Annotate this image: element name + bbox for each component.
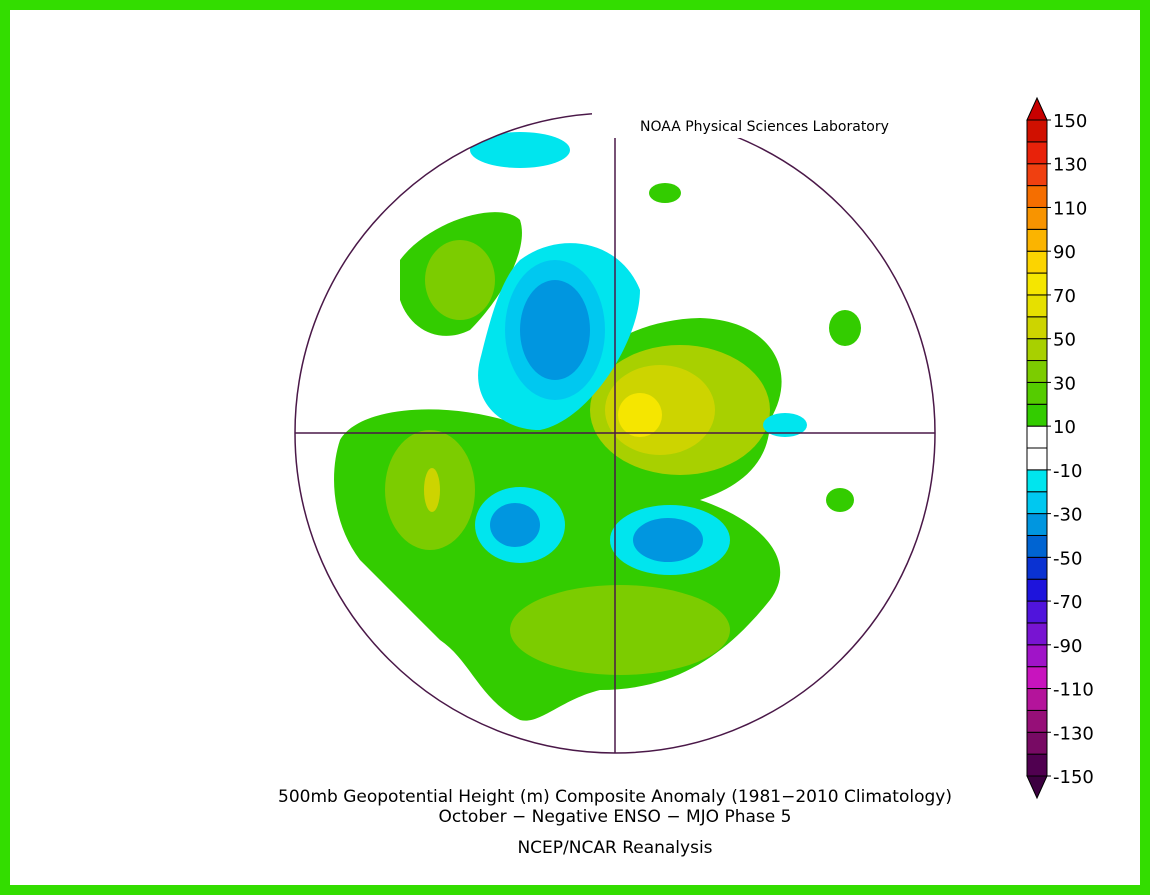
colorbar-box (1026, 534, 1048, 558)
colorbar-box (1026, 272, 1048, 296)
positive-region (425, 240, 495, 320)
colorbar-box (1026, 206, 1048, 230)
colorbar-tick-label: -90 (1053, 636, 1082, 657)
colorbar-box (1026, 688, 1048, 711)
colorbar-box (1026, 644, 1048, 668)
colorbar-box (1026, 622, 1048, 646)
negative-region (763, 413, 807, 437)
credit: NOAA Physical Sciences Laboratory (640, 119, 889, 135)
colorbar-box (1026, 513, 1048, 536)
colorbar-box (1026, 731, 1048, 755)
colorbar-box (1026, 338, 1048, 362)
colorbar-tick-label: -110 (1053, 680, 1094, 701)
colorbar-tick-label: 70 (1053, 286, 1076, 307)
title-line: October − Negative ENSO − MJO Phase 5 (439, 807, 792, 827)
colorbar-tick-label: -70 (1053, 592, 1082, 613)
colorbar-tick-label: 50 (1053, 330, 1076, 351)
colorbar-box (1026, 709, 1048, 733)
colorbar-box (1026, 447, 1048, 471)
colorbar-box (1026, 163, 1048, 187)
colorbar-tick-label: 150 (1053, 111, 1087, 132)
positive-region (424, 468, 440, 512)
colorbar-box (1026, 294, 1048, 318)
colorbar-box (1026, 666, 1048, 690)
colorbar-box (1026, 556, 1048, 580)
colorbar-box (1026, 119, 1048, 143)
positive-region (510, 585, 730, 675)
colorbar-tick-label: 10 (1053, 417, 1076, 438)
colorbar-tick-label: 110 (1053, 198, 1087, 219)
colorbar-tick-label: 30 (1053, 373, 1076, 394)
colorbar-box (1026, 578, 1048, 602)
negative-region (520, 280, 590, 380)
title-line: 500mb Geopotential Height (m) Composite … (278, 787, 952, 807)
colorbar-box (1026, 185, 1048, 208)
negative-region (490, 503, 540, 547)
colorbar-box (1026, 491, 1048, 515)
colorbar-box (1026, 600, 1048, 624)
colorbar-tick-label: -50 (1053, 548, 1082, 569)
positive-region (826, 488, 854, 512)
negative-region (470, 132, 570, 168)
colorbar-box (1026, 360, 1048, 383)
colorbar-box (1026, 141, 1048, 165)
anomaly-field (334, 132, 861, 721)
positive-region (618, 393, 662, 437)
positive-region (649, 183, 681, 203)
colorbar-box (1026, 403, 1048, 427)
negative-region (633, 518, 703, 562)
colorbar-box (1026, 250, 1048, 274)
colorbar-box (1026, 228, 1048, 252)
colorbar-box (1026, 753, 1048, 777)
credit-background (592, 112, 937, 138)
colorbar-tick-label: -150 (1053, 767, 1094, 788)
colorbar-under (1026, 775, 1048, 800)
colorbar-tick-label: -10 (1053, 461, 1082, 482)
colorbar-box (1026, 469, 1048, 493)
colorbar-tick-label: 130 (1053, 155, 1087, 176)
colorbar-over (1026, 96, 1048, 121)
colorbar-tick-label: -30 (1053, 505, 1082, 526)
colorbar-tick-label: 90 (1053, 242, 1076, 263)
colorbar-box (1026, 425, 1048, 449)
source: NCEP/NCAR Reanalysis (517, 838, 712, 858)
colorbar-box (1026, 381, 1048, 405)
colorbar: 150 130 110 90 70 50 30 10 -10 -30 -50 -70 -90 -110 -1… (1026, 96, 1094, 800)
positive-region (829, 310, 861, 346)
colorbar-box (1026, 316, 1048, 340)
colorbar-tick-label: -130 (1053, 723, 1094, 744)
